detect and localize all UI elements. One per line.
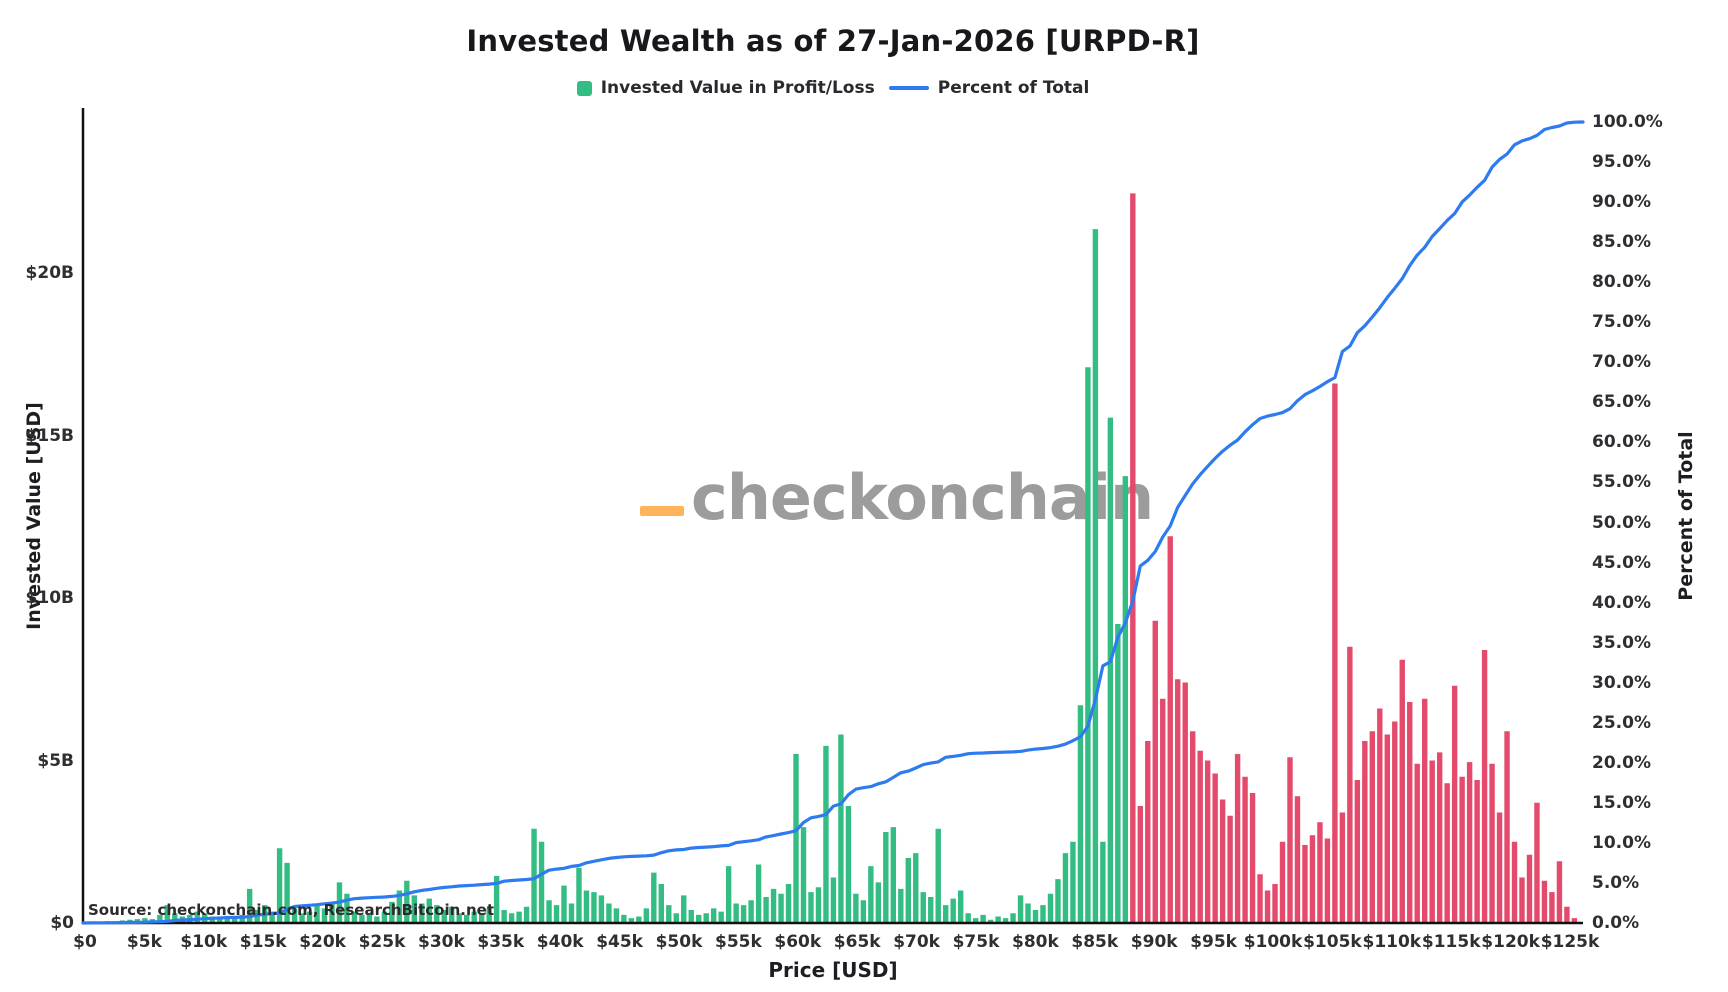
legend-label-percent-of-total: Percent of Total xyxy=(937,78,1090,98)
profit-swatch-icon xyxy=(576,80,592,96)
x-axis-title: Price [USD] xyxy=(768,958,898,982)
legend-item-invested-value[interactable]: Invested Value in Profit/Loss xyxy=(576,78,875,98)
legend-item-percent-of-total[interactable]: Percent of Total xyxy=(888,78,1090,98)
source-attribution: Source: checkonchain.com, ResearchBitcoi… xyxy=(88,901,495,919)
legend: Invested Value in Profit/Loss Percent of… xyxy=(83,78,1583,98)
line-swatch-icon xyxy=(888,86,929,90)
chart-title: Invested Wealth as of 27-Jan-2026 [URPD-… xyxy=(466,24,1200,58)
legend-label-invested-value: Invested Value in Profit/Loss xyxy=(600,78,875,98)
